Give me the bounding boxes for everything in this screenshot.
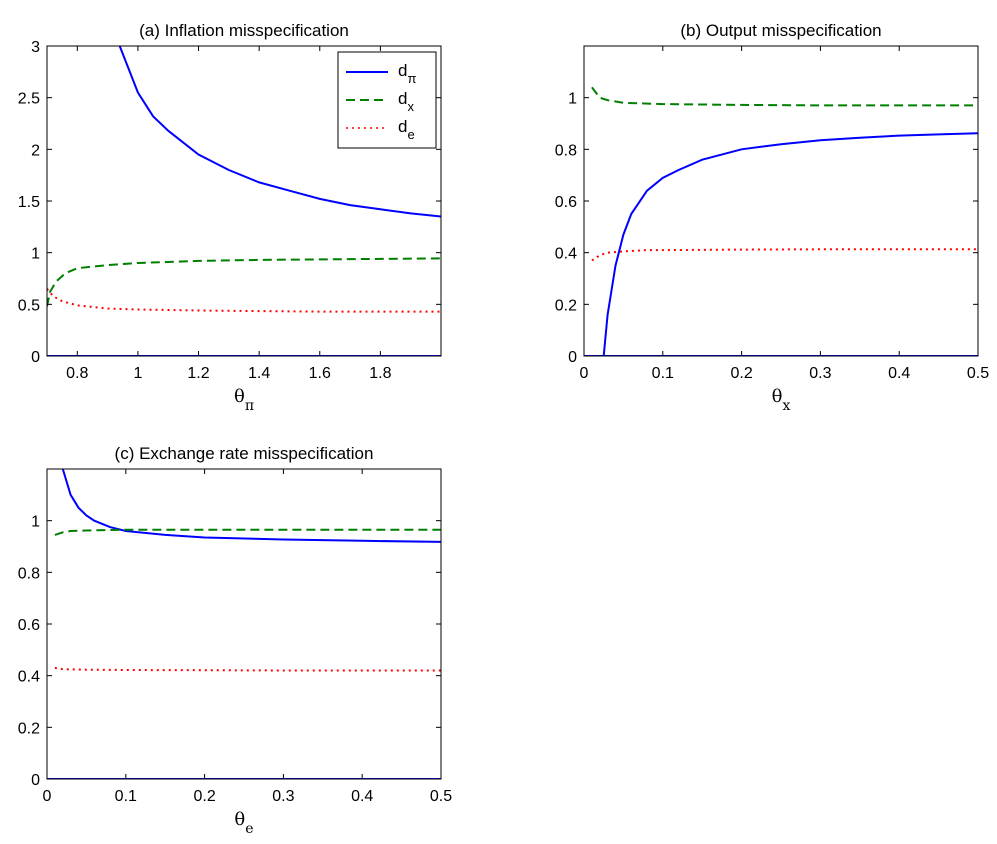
x-axis-label: θx xyxy=(772,386,791,414)
x-tick-label: 0.8 xyxy=(66,365,88,382)
series-line-de xyxy=(591,248,978,262)
y-tick-label: 0.2 xyxy=(18,720,40,737)
series-line-de xyxy=(47,288,441,313)
panel-title: (c) Exchange rate misspecification xyxy=(115,444,374,463)
series-line-dx xyxy=(591,86,978,107)
legend-label-de: de xyxy=(398,117,415,142)
legend-label-dx: dx xyxy=(398,89,414,114)
x-tick-label: 0.3 xyxy=(272,788,294,805)
x-tick-label: 0.2 xyxy=(730,365,752,382)
y-tick-label: 0 xyxy=(31,772,40,789)
y-tick-label: 0.8 xyxy=(555,142,577,159)
x-tick-label: 0.4 xyxy=(888,365,910,382)
x-tick-label: 0.5 xyxy=(967,365,989,382)
series-line-dx xyxy=(47,257,441,307)
y-tick-label: 1.5 xyxy=(18,194,40,211)
series-group xyxy=(584,86,978,356)
panel-title: (a) Inflation misspecification xyxy=(139,21,349,40)
y-tick-label: 1 xyxy=(31,514,40,531)
series-line-dx xyxy=(54,528,441,536)
x-tick-label: 1.6 xyxy=(309,365,331,382)
y-tick-label: 0.6 xyxy=(555,194,577,211)
legend-label-dpi: dπ xyxy=(398,61,416,86)
axes-frame xyxy=(583,45,979,357)
series-line-dpi xyxy=(602,132,978,356)
x-tick-label: 0.3 xyxy=(809,365,831,382)
x-tick-label: 0.4 xyxy=(351,788,373,805)
y-tick-label: 0 xyxy=(568,349,577,366)
panel-exchange-rate: 0 0.1 0.2 0.3 0.4 0.5 0 0.2 0.4 0.6 0.8 1 (c) Exchan… xyxy=(18,444,452,837)
y-tick-label: 0.2 xyxy=(555,297,577,314)
panel-inflation: 0.8 1 1.2 1.4 1.6 1.8 0 0.5 1 1.5 2 2.5 3 (a) Inflati… xyxy=(18,21,442,414)
x-axis-label: θπ xyxy=(234,386,254,414)
panel-output: 0 0.1 0.2 0.3 0.4 0.5 0 0.2 0.4 0.6 0.8 1 (b) Output… xyxy=(555,21,989,414)
y-tick-label: 0.6 xyxy=(18,617,40,634)
panel-title: (b) Output misspecification xyxy=(680,21,881,40)
x-tick-label: 1.4 xyxy=(248,365,270,382)
x-tick-label: 0 xyxy=(580,365,589,382)
series-group xyxy=(47,469,441,779)
series-line-dpi xyxy=(61,469,441,543)
series-line-dpi xyxy=(118,46,441,218)
x-tick-label: 0.1 xyxy=(115,788,137,805)
y-tick-label: 0.5 xyxy=(18,297,40,314)
x-tick-label: 0.5 xyxy=(430,788,452,805)
y-tick-label: 0.4 xyxy=(18,669,40,686)
y-tick-label: 2 xyxy=(31,142,40,159)
series-line-de xyxy=(54,666,441,672)
y-tick-label: 2.5 xyxy=(18,91,40,108)
x-tick-label: 0.1 xyxy=(652,365,674,382)
x-tick-label: 0 xyxy=(43,788,52,805)
x-tick-label: 0.2 xyxy=(193,788,215,805)
y-tick-label: 0.8 xyxy=(18,565,40,582)
series-group xyxy=(47,46,441,356)
x-tick-label: 1.2 xyxy=(187,365,209,382)
y-tick-label: 0.4 xyxy=(555,246,577,263)
y-tick-label: 1 xyxy=(31,246,40,263)
x-axis-label: θe xyxy=(234,809,253,837)
y-tick-label: 1 xyxy=(568,91,577,108)
x-tick-label: 1.8 xyxy=(369,365,391,382)
legend: dπ dx de xyxy=(337,51,437,149)
y-tick-label: 0 xyxy=(31,349,40,366)
y-tick-label: 3 xyxy=(31,39,40,56)
axes-frame xyxy=(46,468,442,780)
x-tick-label: 1 xyxy=(133,365,142,382)
